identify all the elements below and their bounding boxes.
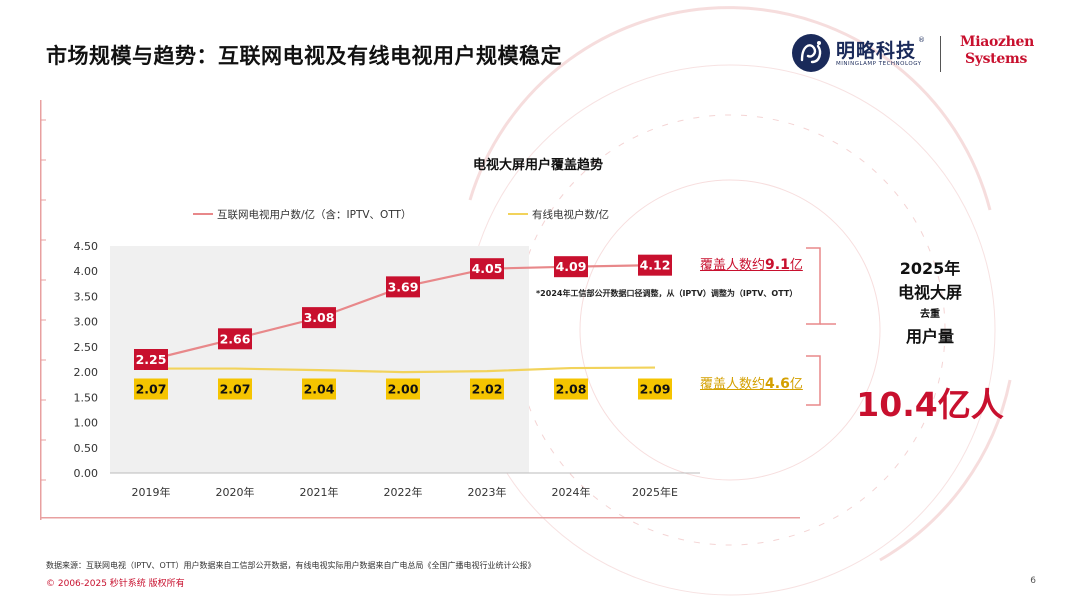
x-tick-label: 2023年: [468, 485, 507, 499]
y-tick-label: 4.00: [74, 265, 99, 278]
summary-line2: 用户量: [905, 327, 954, 346]
data-label-box: [386, 378, 420, 400]
x-tick-label: 2019年: [132, 485, 171, 499]
coverage-brackets: [806, 247, 836, 406]
internet-coverage-prefix: 覆盖人数约: [700, 258, 766, 273]
data-label: 2.00: [388, 382, 419, 397]
x-tick-label: 2020年: [216, 485, 255, 499]
data-label-box: [218, 378, 252, 400]
data-label: 2.66: [220, 331, 251, 346]
data-label: 3.08: [304, 310, 335, 325]
chart-title: 电视大屏用户覆盖趋势: [473, 157, 603, 173]
data-label: 2.25: [136, 352, 167, 367]
legend-label: 有线电视户数/亿: [532, 208, 609, 221]
data-label: 3.69: [388, 279, 419, 294]
summary-year: 2025年: [899, 259, 961, 278]
logo-area: 明略科技 ® MININGLAMP TECHNOLOGY Miaozhen Sy…: [790, 30, 1040, 80]
data-label-box: [554, 378, 588, 400]
cable-coverage-prefix: 覆盖人数约: [700, 377, 766, 392]
y-tick-label: 3.00: [74, 316, 99, 329]
cable-coverage-value: 4.6: [765, 376, 790, 392]
internet-coverage-unit: 亿: [789, 258, 803, 273]
cable-coverage-unit: 亿: [789, 377, 803, 392]
y-tick-label: 1.50: [74, 391, 99, 404]
data-label: 2.07: [136, 382, 167, 397]
data-label: 4.05: [472, 261, 503, 276]
data-label: 2.04: [304, 382, 335, 397]
data-label-box: [638, 378, 672, 400]
data-label: 2.08: [556, 382, 587, 397]
page-title: 市场规模与趋势：互联网电视及有线电视用户规模稳定: [46, 44, 562, 68]
x-tick-label: 2022年: [384, 485, 423, 499]
data-label-box: [554, 256, 588, 278]
data-label-box: [218, 328, 252, 350]
summary-value: 10.4亿人: [856, 385, 1004, 424]
registered-mark: ®: [918, 36, 925, 44]
x-tick-label: 2021年: [300, 485, 339, 499]
data-label: 2.07: [220, 382, 251, 397]
cable-coverage-label: 覆盖人数约4.6亿: [700, 373, 803, 392]
data-label-box: [134, 349, 168, 370]
logo-divider: [940, 36, 941, 72]
miaozhen-logo-line2: Systems: [964, 51, 1028, 67]
page-number: 6: [1030, 576, 1036, 586]
y-tick-label: 0.00: [74, 467, 99, 480]
data-label: 2.09: [640, 382, 671, 397]
internet-bracket: [806, 247, 821, 325]
source-note: 数据来源：互联网电视（IPTV、OTT）用户数据来自工信部公开数据，有线电视实际…: [46, 561, 536, 570]
summary-line1: 电视大屏: [897, 283, 962, 302]
miaozhen-logo-line1: Miaozhen: [960, 34, 1035, 50]
x-tick-label: 2025年E: [632, 485, 678, 499]
x-tick-label: 2024年: [552, 485, 591, 499]
historical-shaded-area: [110, 246, 529, 473]
chart-annotation: *2024年工信部公开数据口径调整，从（IPTV）调整为（IPTV、OTT）: [536, 288, 797, 298]
series-line: [151, 366, 656, 374]
data-label-box: [470, 378, 504, 400]
data-label-box: [386, 276, 420, 298]
summary-dedup: 去重: [920, 309, 940, 320]
y-tick-label: 2.00: [74, 366, 99, 379]
data-label-box: [470, 258, 504, 280]
miaozhen-logo: Miaozhen Systems: [960, 34, 1035, 68]
data-label-box: [638, 254, 672, 276]
cable-bracket: [806, 355, 821, 406]
y-tick-label: 1.00: [74, 417, 99, 430]
data-label-box: [302, 378, 336, 400]
y-tick-label: 0.50: [74, 442, 99, 455]
internet-coverage-label: 覆盖人数约9.1亿: [700, 254, 803, 273]
mininglamp-logo-text: 明略科技: [836, 40, 917, 62]
y-tick-label: 2.50: [74, 341, 99, 354]
mininglamp-logo-subtext: MININGLAMP TECHNOLOGY: [836, 61, 922, 67]
data-label: 4.12: [640, 258, 671, 273]
data-label: 4.09: [556, 259, 587, 274]
legend-label: 互联网电视用户数/亿（含：IPTV、OTT）: [217, 208, 411, 221]
y-tick-label: 4.50: [74, 240, 99, 253]
data-label-box: [134, 378, 168, 400]
mininglamp-logo-icon: [792, 34, 830, 72]
data-label-box: [302, 307, 336, 329]
y-tick-label: 3.50: [74, 290, 99, 303]
internet-coverage-value: 9.1: [765, 257, 790, 273]
copyright: © 2006-2025 秒针系统 版权所有: [46, 579, 185, 589]
data-label: 2.02: [472, 382, 503, 397]
